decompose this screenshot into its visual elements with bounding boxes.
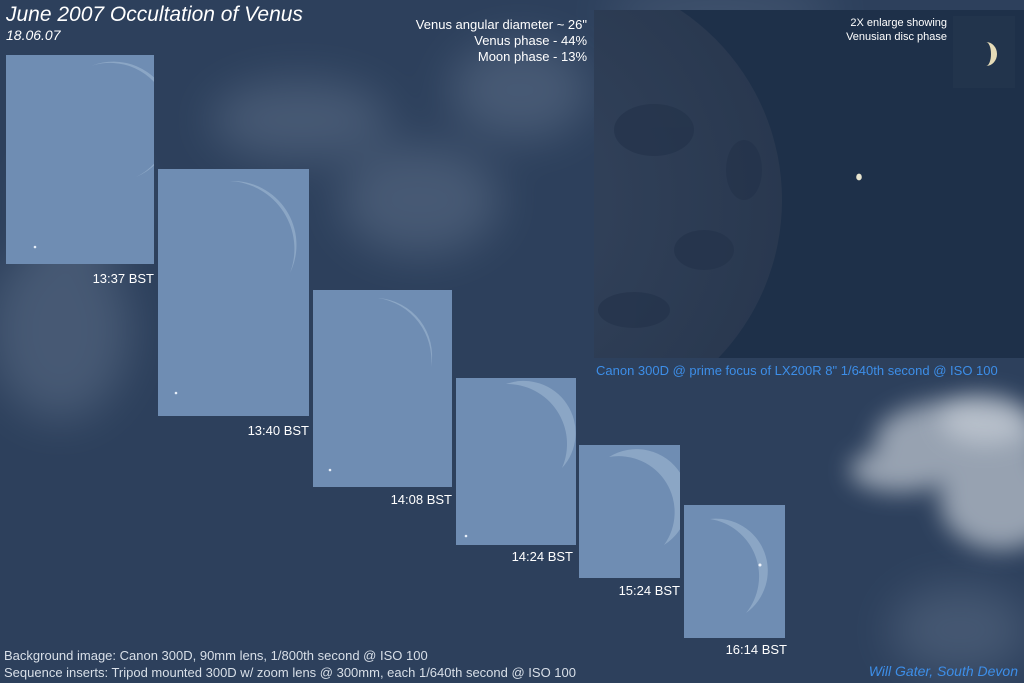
footer-background-info: Background image: Canon 300D, 90mm lens,… [4,648,428,663]
crescent-moon-image [609,449,680,545]
venus-phase-text: Venus phase - 44% [474,33,587,48]
sequence-time-2: 13:40 BST [247,423,309,438]
moon-phase-text: Moon phase - 13% [477,49,587,64]
sequence-time-3: 14:08 BST [390,492,452,507]
moon-limb-image [594,10,1024,358]
sequence-time-1: 13:37 BST [92,271,154,286]
enlarge-label-line1: 2X enlarge showing [850,17,947,29]
venus-dot [856,173,862,181]
sequence-frame-1 [6,55,154,264]
telescope-inset: 2X enlarge showing Venusian disc phase [594,10,1024,358]
sequence-frame-3 [313,290,452,487]
venus-enlarge-box [953,16,1015,88]
crescent-moon-image [710,518,768,613]
sequence-frame-5 [579,445,680,578]
author-credit: Will Gater, South Devon [868,663,1018,679]
date-label: 18.06.07 [6,27,61,43]
sequence-time-6: 16:14 BST [725,642,787,657]
crescent-moon-image [328,298,433,472]
crescent-moon-image [33,61,154,249]
inset-caption: Canon 300D @ prime focus of LX200R 8" 1/… [596,363,998,378]
page-title: June 2007 Occultation of Venus [6,3,303,26]
sequence-frame-2 [158,169,309,416]
crescent-moon-image [174,180,297,395]
crescent-moon-image [464,380,576,538]
venus-diameter-text: Venus angular diameter ~ 26" [415,17,587,32]
sequence-frame-4 [456,378,576,545]
sequence-time-4: 14:24 BST [511,549,573,564]
sequence-time-5: 15:24 BST [618,583,680,598]
enlarge-label-line2: Venusian disc phase [846,31,947,43]
venus-disc-icon [986,42,997,66]
footer-sequence-info: Sequence inserts: Tripod mounted 300D w/… [4,665,576,680]
sequence-frame-6 [684,505,785,638]
